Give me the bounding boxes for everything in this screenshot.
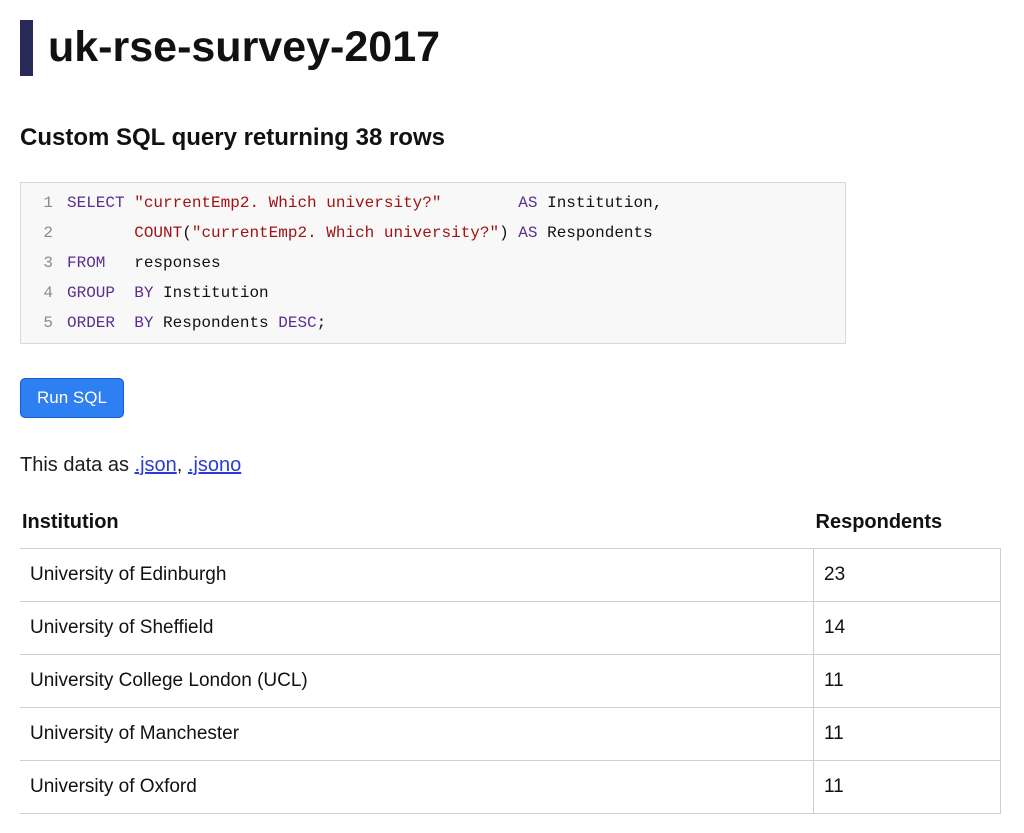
institution-cell: University of Manchester	[20, 706, 814, 761]
institution-cell: University of Edinburgh	[20, 547, 814, 602]
line-number: 1	[43, 193, 53, 212]
respondents-cell: 14	[813, 600, 1001, 655]
jsono-link[interactable]: .jsono	[187, 453, 242, 476]
sql-line[interactable]: 3 FROM responses	[21, 248, 845, 278]
sql-line[interactable]: 5 ORDER BY Respondents DESC;	[21, 308, 845, 338]
sql-line[interactable]: 4 GROUP BY Institution	[21, 278, 845, 308]
sql-line[interactable]: 2 COUNT("currentEmp2. Which university?"…	[21, 218, 845, 248]
sql-editor[interactable]: 1 SELECT "currentEmp2. Which university?"…	[20, 181, 846, 344]
table-row: University of Oxford 11	[20, 759, 1001, 814]
table-row: University of Sheffield 14	[20, 600, 1001, 655]
sql-code-text: FROM responses	[67, 253, 221, 272]
table-header-row: Institution Respondents	[20, 505, 1001, 549]
page: uk-rse-survey-2017 Custom SQL query retu…	[20, 20, 1002, 814]
line-number: 3	[43, 253, 53, 272]
query-summary: Custom SQL query returning 38 rows	[20, 123, 445, 151]
json-link[interactable]: .json	[134, 453, 177, 476]
sql-code-text: COUNT("currentEmp2. Which university?") …	[134, 223, 653, 242]
respondents-cell: 23	[813, 547, 1001, 602]
export-prefix: This data as	[20, 453, 135, 476]
line-number: 4	[43, 283, 53, 302]
line-number: 5	[43, 313, 53, 332]
line-number: 2	[43, 223, 53, 242]
table-row: University of Edinburgh 23	[20, 547, 1001, 602]
results-table: Institution Respondents University of Edi…	[20, 505, 1001, 814]
header: uk-rse-survey-2017	[20, 20, 1002, 76]
sql-line[interactable]: 1 SELECT "currentEmp2. Which university?"…	[21, 188, 845, 218]
respondents-cell: 11	[813, 706, 1001, 761]
sql-code-text: SELECT "currentEmp2. Which university?" …	[67, 193, 663, 212]
respondents-cell: 11	[813, 759, 1001, 814]
institution-cell: University of Sheffield	[20, 600, 814, 655]
respondents-cell: 11	[813, 653, 1001, 708]
institution-cell: University College London (UCL)	[20, 653, 814, 708]
title-accent-bar	[20, 20, 33, 76]
sql-code-text: ORDER BY Respondents DESC;	[67, 313, 327, 332]
run-sql-button[interactable]: Run SQL	[20, 377, 124, 418]
institution-cell: University of Oxford	[20, 759, 814, 814]
page-title: uk-rse-survey-2017	[48, 23, 441, 71]
export-separator: ,	[176, 453, 188, 476]
sql-code-text: GROUP BY Institution	[67, 283, 269, 302]
column-header: Institution	[22, 510, 119, 533]
table-row: University College London (UCL) 11	[20, 653, 1001, 708]
column-header: Respondents	[815, 510, 943, 533]
table-row: University of Manchester 11	[20, 706, 1001, 761]
data-export-line: This data as .json, .jsono	[20, 454, 1002, 477]
